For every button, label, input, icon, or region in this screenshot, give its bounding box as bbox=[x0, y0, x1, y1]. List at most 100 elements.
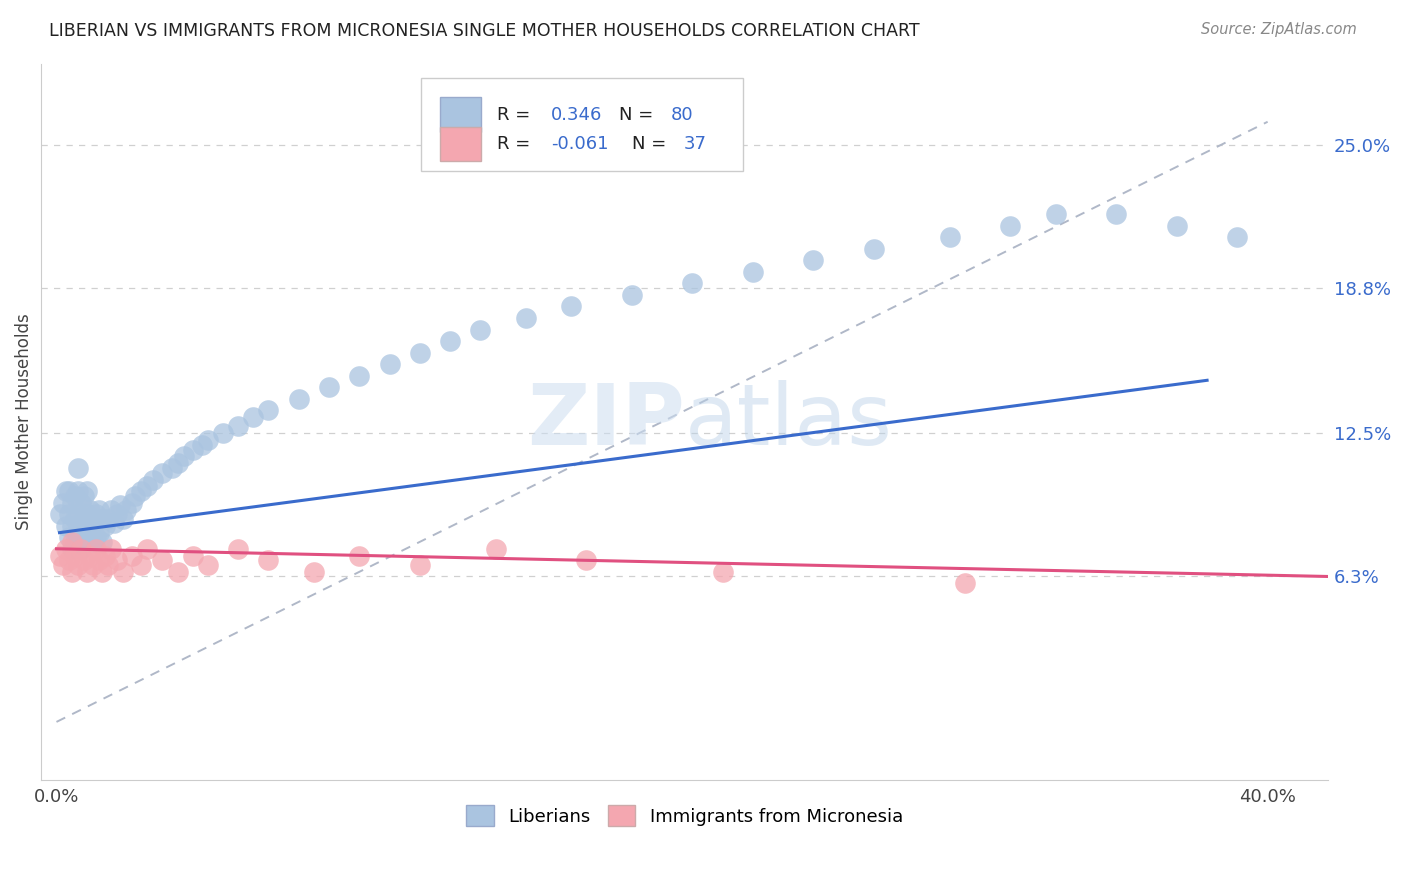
Point bbox=[55, 541, 77, 556]
Point bbox=[515, 310, 537, 325]
Point bbox=[226, 541, 249, 556]
Point bbox=[79, 549, 101, 563]
Point bbox=[87, 502, 110, 516]
Point bbox=[66, 484, 89, 499]
Point bbox=[100, 502, 122, 516]
Point bbox=[76, 530, 98, 544]
Point bbox=[51, 558, 73, 572]
FancyBboxPatch shape bbox=[440, 97, 481, 132]
Point bbox=[181, 442, 204, 457]
Point bbox=[191, 438, 214, 452]
Point bbox=[1045, 207, 1067, 221]
Text: 80: 80 bbox=[671, 105, 693, 124]
Point bbox=[226, 419, 249, 434]
Point bbox=[129, 558, 152, 572]
Point bbox=[66, 461, 89, 475]
Point bbox=[76, 507, 98, 521]
Point bbox=[1166, 219, 1188, 233]
Text: Source: ZipAtlas.com: Source: ZipAtlas.com bbox=[1201, 22, 1357, 37]
Point bbox=[90, 534, 112, 549]
Point bbox=[55, 518, 77, 533]
Point bbox=[197, 434, 219, 448]
Point bbox=[73, 489, 96, 503]
Point bbox=[484, 541, 506, 556]
Point bbox=[94, 518, 117, 533]
Text: R =: R = bbox=[496, 105, 536, 124]
Point bbox=[58, 484, 80, 499]
Point bbox=[100, 541, 122, 556]
Point bbox=[79, 502, 101, 516]
Point bbox=[69, 541, 91, 556]
Point bbox=[181, 549, 204, 563]
Y-axis label: Single Mother Households: Single Mother Households bbox=[15, 313, 32, 530]
Point bbox=[66, 507, 89, 521]
Point bbox=[84, 507, 107, 521]
Point bbox=[69, 495, 91, 509]
Point bbox=[681, 277, 703, 291]
Point bbox=[112, 565, 135, 579]
Text: R =: R = bbox=[496, 135, 536, 153]
Point bbox=[173, 450, 195, 464]
Point bbox=[302, 565, 325, 579]
Point bbox=[349, 368, 371, 383]
Point bbox=[136, 541, 159, 556]
Point bbox=[741, 265, 763, 279]
Point bbox=[242, 410, 264, 425]
Point bbox=[560, 300, 582, 314]
Text: N =: N = bbox=[633, 135, 672, 153]
Point bbox=[58, 553, 80, 567]
Point bbox=[63, 534, 86, 549]
Point bbox=[409, 345, 432, 359]
Point bbox=[1105, 207, 1128, 221]
Point bbox=[1000, 219, 1022, 233]
Point bbox=[90, 512, 112, 526]
Point bbox=[90, 565, 112, 579]
Point bbox=[60, 541, 83, 556]
Point bbox=[63, 512, 86, 526]
Point bbox=[58, 530, 80, 544]
Point bbox=[105, 553, 128, 567]
Point bbox=[69, 518, 91, 533]
Point bbox=[142, 473, 165, 487]
Point bbox=[620, 288, 643, 302]
Point bbox=[76, 565, 98, 579]
Point bbox=[124, 489, 146, 503]
Point bbox=[953, 576, 976, 591]
Point bbox=[66, 530, 89, 544]
Point bbox=[108, 498, 131, 512]
Point bbox=[84, 530, 107, 544]
Point bbox=[318, 380, 340, 394]
Point bbox=[152, 553, 174, 567]
Point bbox=[66, 558, 89, 572]
Point bbox=[166, 565, 188, 579]
Point bbox=[58, 507, 80, 521]
Text: ZIP: ZIP bbox=[527, 380, 685, 463]
Point bbox=[69, 541, 91, 556]
Point bbox=[197, 558, 219, 572]
Point bbox=[76, 484, 98, 499]
Legend: Liberians, Immigrants from Micronesia: Liberians, Immigrants from Micronesia bbox=[457, 796, 912, 835]
Point bbox=[60, 534, 83, 549]
Point bbox=[803, 253, 825, 268]
Point bbox=[121, 495, 143, 509]
Point bbox=[60, 518, 83, 533]
Point bbox=[166, 456, 188, 470]
Point bbox=[470, 322, 492, 336]
Point bbox=[121, 549, 143, 563]
Text: 0.346: 0.346 bbox=[551, 105, 602, 124]
Point bbox=[115, 502, 138, 516]
Text: N =: N = bbox=[619, 105, 659, 124]
Point bbox=[136, 479, 159, 493]
Point bbox=[73, 534, 96, 549]
Point bbox=[97, 558, 120, 572]
Point bbox=[378, 357, 401, 371]
FancyBboxPatch shape bbox=[440, 127, 481, 161]
Text: atlas: atlas bbox=[685, 380, 893, 463]
Point bbox=[160, 461, 183, 475]
Point bbox=[1226, 230, 1249, 244]
Text: LIBERIAN VS IMMIGRANTS FROM MICRONESIA SINGLE MOTHER HOUSEHOLDS CORRELATION CHAR: LIBERIAN VS IMMIGRANTS FROM MICRONESIA S… bbox=[49, 22, 920, 40]
Point bbox=[73, 512, 96, 526]
Point bbox=[863, 242, 886, 256]
Point bbox=[60, 495, 83, 509]
Point bbox=[79, 525, 101, 540]
